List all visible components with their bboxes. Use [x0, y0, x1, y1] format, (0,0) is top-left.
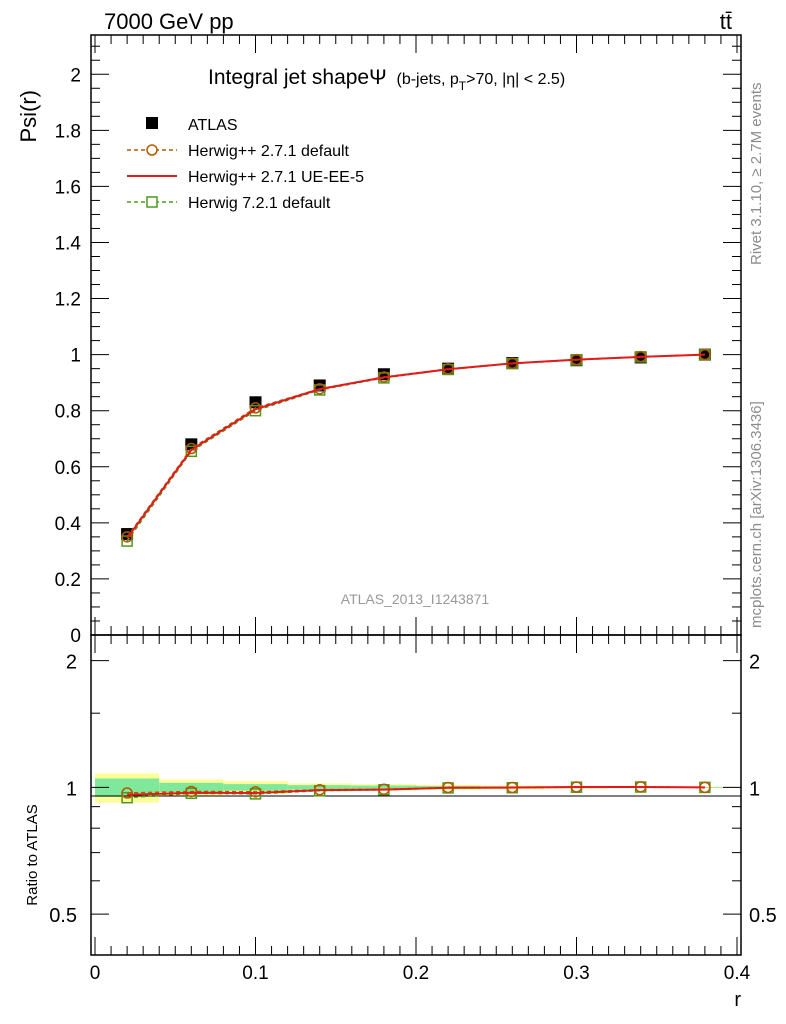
chart-title-main: Integral jet shapeΨ: [208, 66, 387, 89]
ratio-band-inner: [287, 785, 352, 790]
main-y-tick-label: 0.6: [55, 458, 81, 479]
x-tick-label: 0.4: [724, 963, 751, 984]
ratio-y-tick-label: 0.5: [49, 905, 77, 927]
ratio-y-tick-label-right: 0.5: [749, 905, 777, 927]
chart-title-sub-rest: >70, |η| < 2.5): [466, 71, 565, 88]
legend-marker-atlas: [146, 117, 158, 129]
main-herwigpp-default-line: [126, 353, 705, 538]
main-y-tick-label: 0: [70, 626, 81, 647]
analysis-watermark: ATLAS_2013_I1243871: [341, 591, 490, 607]
main-y-tick-labels: 0 0.2 0.4 0.6 0.8 1 1.2 1.4 1.6 1.8 2: [55, 65, 82, 647]
ratio-panel: 0.5 0.51 12 2 0 0.1 0.2 0.3 0.4 Ratio to ATLAS …: [24, 634, 777, 1011]
ratio-herwigpp-default-point: [185, 785, 198, 798]
mcplots-label: mcplots.cern.ch [arXiv:1306.3436]: [748, 401, 765, 628]
ratio-band-inner: [351, 785, 416, 790]
x-tick-label: 0.2: [403, 963, 429, 984]
ratio-y-tick-label: 2: [66, 652, 77, 674]
chart-title-sub: (b-jets, p: [397, 71, 459, 88]
header-right: tt̄: [720, 9, 732, 34]
ratio-y-tick-label-right: 1: [749, 778, 760, 800]
ratio-y-tick-label: 1: [66, 778, 77, 800]
main-herwigpp-ueee5-line: [126, 353, 705, 539]
legend-marker-herwigpp-default: [146, 144, 158, 156]
main-herwigpp-default-point: [121, 531, 133, 543]
legend-marker-herwig7-default: [146, 196, 158, 208]
legend-label-atlas: ATLAS: [188, 117, 238, 134]
main-y-axis-label: Psi(r): [16, 90, 41, 143]
main-y-tick-label: 2: [70, 65, 81, 86]
main-series: [121, 348, 711, 547]
main-y-tick-label: 1.4: [55, 233, 82, 254]
chart-title-sub-t: T: [459, 79, 467, 93]
ratio-series: [121, 781, 711, 804]
legend: ATLAS Herwig++ 2.7.1 default Herwig++ 2.…: [127, 117, 364, 212]
main-y-tick-label: 1.6: [55, 177, 81, 198]
main-atlas-point: [121, 528, 134, 541]
header-left: 7000 GeV pp: [104, 9, 234, 34]
ratio-x-ticks: [94, 635, 738, 955]
ratio-y-tick-label-right: 2: [749, 652, 760, 674]
main-y-tick-label: 1.8: [55, 121, 81, 142]
main-herwig7-default-line: [126, 353, 705, 542]
main-y-tick-label: 1.2: [55, 290, 81, 311]
legend-label-herwigpp-default: Herwig++ 2.7.1 default: [188, 143, 350, 160]
x-tick-label: 0.1: [242, 963, 268, 984]
main-y-tick-label: 0.4: [55, 514, 82, 535]
main-x-ticks: [94, 35, 738, 635]
main-y-tick-label: 1: [70, 346, 81, 367]
ratio-y-ticks: [91, 660, 741, 915]
x-tick-label: 0.3: [563, 963, 589, 984]
x-tick-label: 0: [90, 963, 101, 984]
main-y-ticks: [91, 45, 741, 636]
legend-label-herwig7-default: Herwig 7.2.1 default: [188, 195, 331, 212]
ratio-herwigpp-default-point: [121, 787, 133, 799]
ratio-x-tick-labels: 0 0.1 0.2 0.3 0.4: [90, 963, 751, 984]
ratio-y-tick-labels: 0.5 0.5 1 1 2 2: [49, 652, 777, 928]
main-herwigpp-default-point: [185, 442, 198, 455]
main-y-tick-label: 0.2: [55, 570, 81, 591]
rivet-label: Rivet 3.1.10, ≥ 2.7M events: [748, 83, 765, 266]
ratio-band-inner: [159, 782, 224, 793]
legend-label-herwigpp-ueee5: Herwig++ 2.7.1 UE-EE-5: [188, 169, 364, 186]
main-y-tick-label: 0.8: [55, 402, 81, 423]
main-panel: 0 0.2 0.4 0.6 0.8 1 1.2 1.4 1.6 1.8 2 Psi(r) Integ…: [16, 34, 742, 647]
x-axis-label: r: [734, 989, 741, 1011]
ratio-herwigpp-ueee5-line: [127, 786, 705, 796]
chart-title: Integral jet shapeΨ (b-jets, pT>70, |η| …: [208, 66, 565, 93]
ratio-y-axis-label: Ratio to ATLAS: [24, 804, 41, 905]
